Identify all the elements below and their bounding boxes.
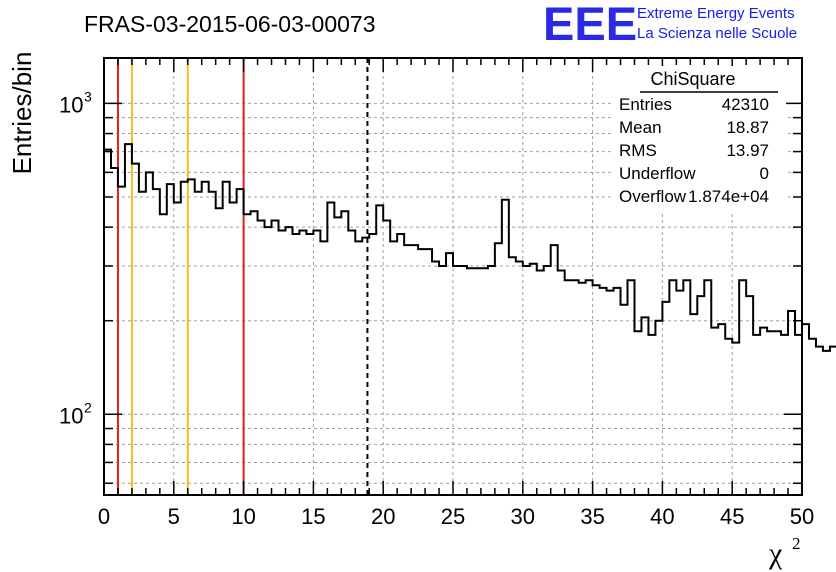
x-tick-label: 40 [650,504,674,529]
logo-line-2: La Scienza nelle Scuole [637,25,797,42]
stats-row-value: 42310 [722,95,769,114]
x-tick-label: 35 [580,504,604,529]
stats-row-value: 18.87 [726,118,769,137]
x-axis-label: χ 2 [768,534,801,570]
x-tick-label: 30 [511,504,535,529]
stats-row-label: Mean [619,118,662,137]
stats-row-label: RMS [619,141,657,160]
x-tick-label: 45 [720,504,744,529]
x-tick-label: 15 [301,504,325,529]
x-axis-label-superscript: 2 [792,534,801,553]
y-tick-label-base: 10 [59,92,83,117]
stats-row-value: 1.874e+04 [688,187,769,206]
x-tick-label: 50 [790,504,814,529]
stats-rows: Entries 42310 Mean 18.87 RMS 13.97 Underflow 0 O… [619,95,769,206]
stats-row-label: Entries [619,95,672,114]
logo-mark: EEE [543,0,637,50]
y-tick-label-base: 10 [59,403,83,428]
x-tick-label: 10 [231,504,255,529]
stats-box-title: ChiSquare [650,69,735,89]
x-tick-label: 5 [168,504,180,529]
histogram-series [104,143,836,352]
stats-row-value: 13.97 [726,141,769,160]
y-axis-label: Entries/bin [7,52,37,175]
stats-box: ChiSquare Entries 42310 Mean 18.87 RMS 13.97 U… [612,66,786,212]
axis-ticks [103,58,803,495]
x-axis-label-symbol: χ [768,537,783,570]
stats-box-frame [612,66,786,212]
x-tick-label: 25 [441,504,465,529]
x-tick-label: 0 [98,504,110,529]
stats-row-label: Overflow [619,187,687,206]
eee-logo: EEE Extreme Energy Events La Scienza nel… [543,0,797,50]
logo-line-1: Extreme Energy Events [637,5,795,22]
x-tick-labels: 0 5 10 15 20 25 30 35 40 45 50 [98,504,814,529]
y-tick-label-exponent: 2 [84,399,92,415]
y-tick-label-exponent: 3 [84,88,92,104]
y-tick-label: 10 3 [59,88,92,117]
chart-title: FRAS-03-2015-06-03-00073 [84,11,376,37]
stats-row-label: Underflow [619,164,696,183]
y-tick-label: 10 2 [59,399,92,428]
vertical-lines [116,58,369,495]
stats-row-value: 0 [760,164,769,183]
x-tick-label: 20 [371,504,395,529]
